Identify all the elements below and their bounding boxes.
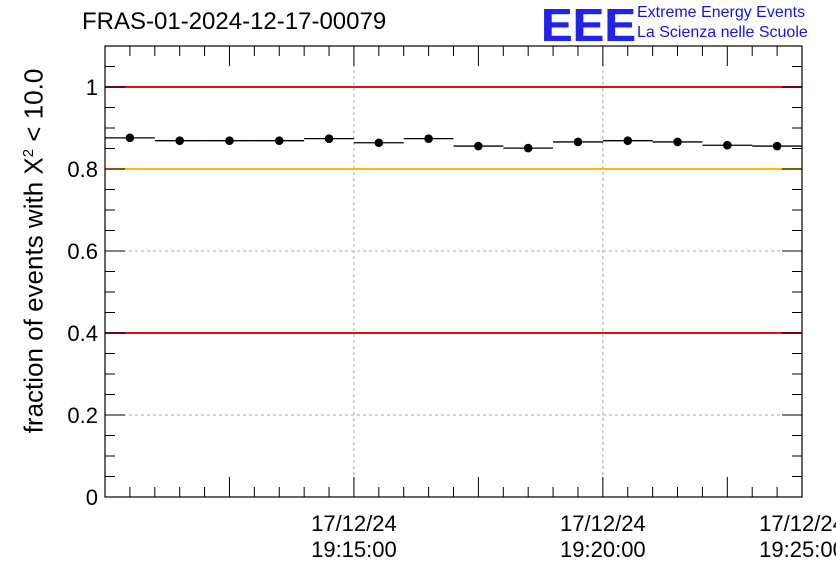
x-tick-label-date: 17/12/24 xyxy=(759,511,836,536)
data-point xyxy=(523,143,533,153)
chart-title: FRAS-01-2024-12-17-00079 xyxy=(82,8,387,35)
y-tick-label: 1 xyxy=(86,75,98,100)
data-point xyxy=(623,136,633,146)
x-tick-label-time: 19:20:00 xyxy=(560,537,646,562)
y-axis-title: fraction of events with X2 < 10.0 xyxy=(19,69,50,434)
y-axis-title-sup: 2 xyxy=(19,148,37,158)
data-point xyxy=(424,134,433,143)
plot-border xyxy=(104,45,803,498)
y-tick-label: 0.8 xyxy=(67,157,98,182)
data-point xyxy=(274,136,284,146)
x-tick-label-date: 17/12/24 xyxy=(560,511,646,536)
data-points xyxy=(105,133,802,153)
data-point xyxy=(723,140,732,150)
y-tick-labels: 0 0.2 0.4 0.6 0.8 1 xyxy=(67,75,98,510)
data-point xyxy=(125,133,135,143)
x-tick-label-time: 19:25:00 xyxy=(759,537,836,562)
logo-text-line1: Extreme Energy Events xyxy=(637,4,806,21)
grid-lines xyxy=(105,46,802,497)
y-axis-title-tail: < 10.0 xyxy=(18,68,49,149)
x-tick-label-date: 17/12/24 xyxy=(311,511,397,536)
y-tick-label: 0.2 xyxy=(67,403,98,428)
y-tick-label: 0.6 xyxy=(67,239,98,264)
data-point xyxy=(225,136,234,146)
axis-ticks xyxy=(105,45,803,498)
plot-frame xyxy=(104,45,803,498)
data-point xyxy=(573,137,583,147)
x-tick-label-time: 19:15:00 xyxy=(311,537,397,562)
y-tick-label: 0 xyxy=(86,485,98,510)
y-tick-label: 0.4 xyxy=(67,321,98,346)
x-tick-labels: 17/12/2419:15:0017/12/2419:20:0017/12/24… xyxy=(311,511,836,562)
data-point xyxy=(474,141,483,151)
data-point xyxy=(772,141,782,151)
logo-text-line2: La Scienza nelle Scuole xyxy=(637,24,808,41)
reference-lines xyxy=(105,86,802,334)
data-point xyxy=(673,137,682,147)
y-axis-title-main: fraction of events with X xyxy=(18,157,49,434)
data-point xyxy=(324,134,334,143)
data-point xyxy=(175,136,184,146)
eee-logo: EEE xyxy=(541,0,637,51)
data-point xyxy=(374,138,384,148)
